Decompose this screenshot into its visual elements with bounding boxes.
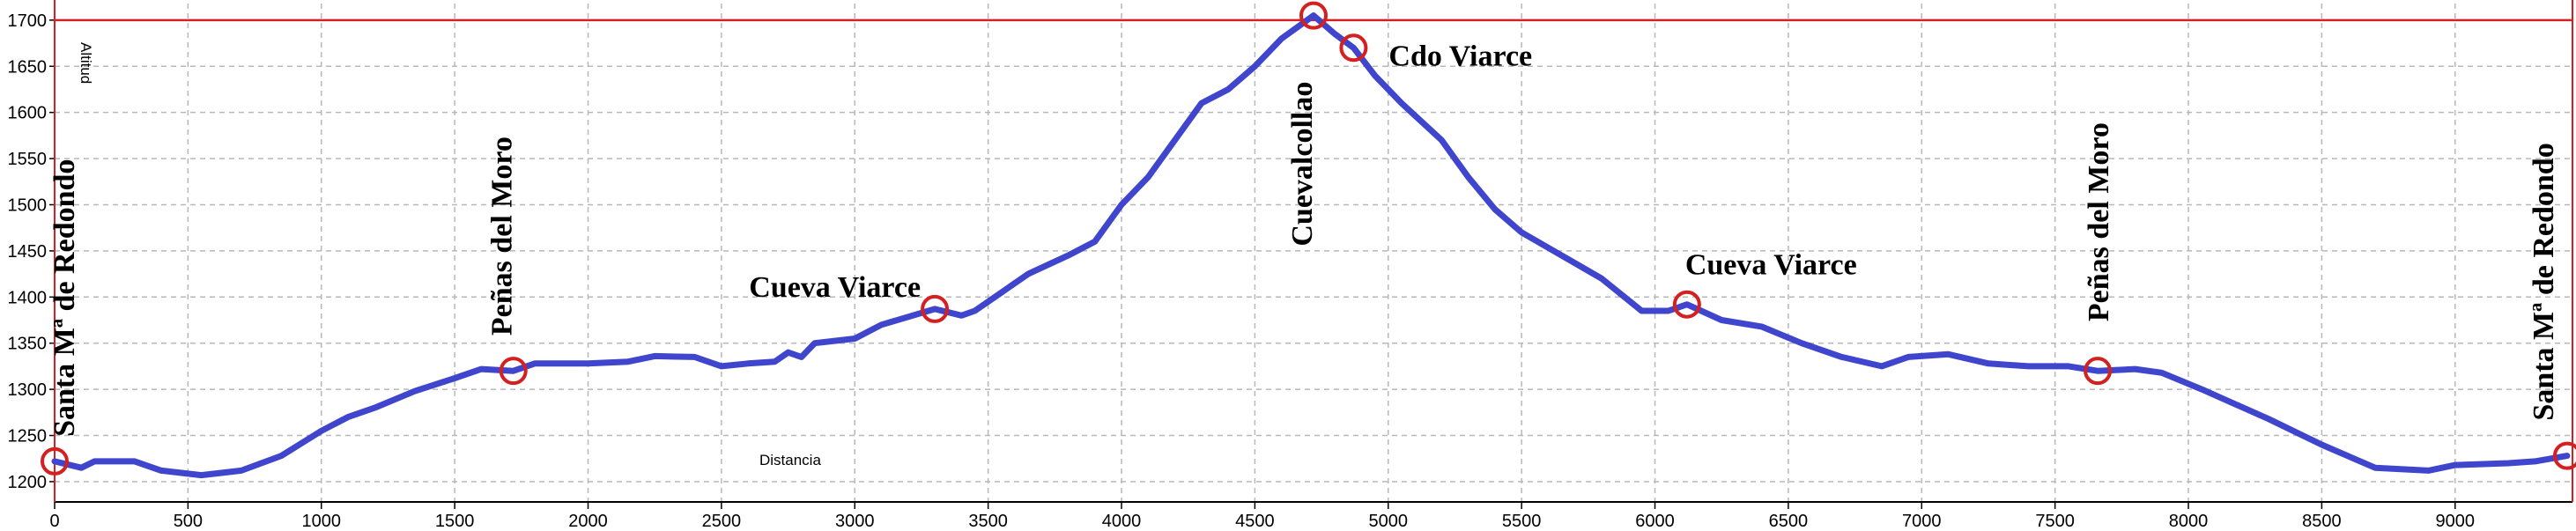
x-tick-label: 4000 (1102, 512, 1142, 531)
waypoint-marker (1299, 1, 1328, 30)
x-tick-label: 1500 (435, 512, 475, 531)
x-tick-label: 7000 (1902, 512, 1942, 531)
waypoint-marker (1339, 33, 1368, 63)
x-tick-label: 9000 (2436, 512, 2476, 531)
x-tick-label: 8500 (2302, 512, 2342, 531)
x-tick-label: 2500 (702, 512, 742, 531)
waypoint-marker (2084, 357, 2113, 386)
waypoint-label: Cueva Viarce (749, 271, 921, 304)
y-tick-label: 1400 (8, 288, 48, 307)
waypoint-marker (1672, 290, 1701, 319)
y-axis-label: Altitud (78, 42, 94, 84)
y-tick-label: 1600 (8, 104, 48, 123)
x-tick-label: 6500 (1769, 512, 1809, 531)
x-tick-label: 7500 (2035, 512, 2075, 531)
y-tick-label: 1350 (8, 335, 48, 354)
waypoint-marker (2552, 441, 2576, 470)
waypoint-label: Santa Mª de Redondo (2528, 143, 2560, 420)
waypoint-label: Cdo Viarce (1388, 40, 1532, 72)
x-tick-label: 4500 (1235, 512, 1275, 531)
x-tick-label: 5000 (1369, 512, 1409, 531)
x-tick-label: 6000 (1635, 512, 1675, 531)
waypoint-label: Cueva Viarce (1685, 249, 1857, 282)
y-tick-label: 1250 (8, 427, 48, 446)
x-tick-label: 2000 (568, 512, 608, 531)
x-tick-label: 1000 (302, 512, 342, 531)
y-tick-label: 1450 (8, 242, 48, 262)
x-tick-label: 500 (174, 512, 203, 531)
waypoint-label: Santa Mª de Redondo (48, 159, 81, 437)
y-tick-label: 1200 (8, 473, 48, 492)
x-tick-label: 8000 (2169, 512, 2209, 531)
y-tick-label: 1500 (8, 195, 48, 215)
profile-line (51, 12, 2571, 479)
y-tick-label: 1650 (8, 57, 48, 77)
waypoint-marker (499, 357, 528, 386)
waypoint-marker (41, 446, 69, 476)
waypoint-label: Peñas del Moro (486, 136, 519, 336)
x-tick-label: 0 (49, 512, 59, 531)
x-tick-label: 3500 (968, 512, 1008, 531)
y-tick-label: 1550 (8, 150, 48, 169)
x-axis-label: Distancia (759, 452, 821, 468)
waypoint-marker (921, 294, 950, 323)
y-tick-label: 1700 (8, 11, 48, 31)
waypoint-label: Peñas del Moro (2083, 122, 2115, 321)
y-tick-label: 1300 (8, 380, 48, 400)
x-tick-label: 5500 (1502, 512, 1542, 531)
waypoint-label: Cuevalcollao (1286, 82, 1319, 247)
x-tick-label: 3000 (835, 512, 875, 531)
